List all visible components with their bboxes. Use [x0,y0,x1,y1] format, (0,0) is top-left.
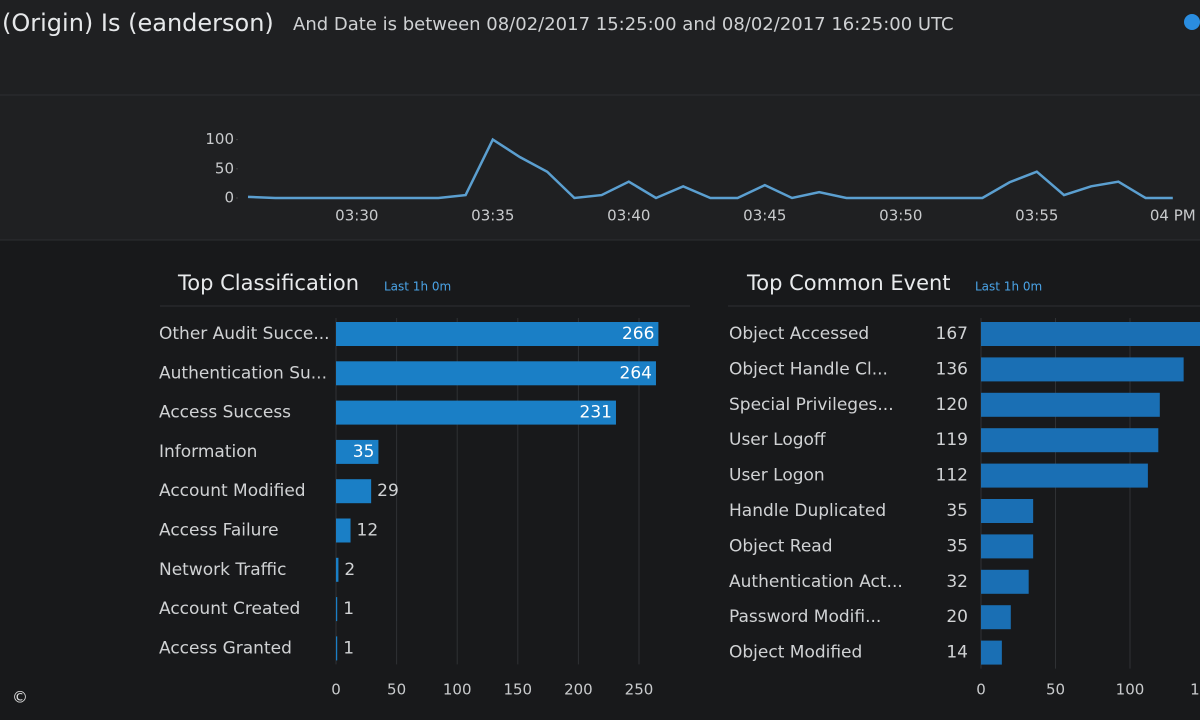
bar [981,322,1200,346]
bar [336,361,656,386]
value-label: 2 [344,560,355,580]
x-tick-label: 03:35 [471,207,514,225]
y-tick-label: 100 [205,130,234,148]
bar [981,569,1029,594]
value-label: 12 [357,521,379,541]
bar [981,463,1148,488]
header-panel [0,0,1200,240]
bar [336,518,351,543]
value-label: 266 [622,324,654,344]
category-label: Account Modified [159,481,306,501]
value-label: 1 [343,638,354,658]
value-label: 112 [936,466,968,486]
bar [336,400,616,425]
x-tick-label: 100 [1116,681,1145,699]
bar [981,534,1034,559]
x-tick-label: 200 [564,681,593,699]
bar [981,605,1011,630]
chart-title: Top Classification [177,271,359,295]
category-label: Object Modified [729,643,862,663]
range-text: And Date is between 08/02/2017 15:25:00 … [293,14,954,35]
status-indicator[interactable] [1184,14,1200,30]
bar [336,636,338,661]
chart-title: Top Common Event [746,271,951,295]
category-label: Network Traffic [159,560,286,580]
value-label: 264 [620,363,652,383]
y-tick-label: 50 [215,159,234,177]
value-label: 1 [343,599,354,619]
x-tick-label: 0 [331,681,341,699]
x-tick-label: 50 [387,681,406,699]
bar [336,322,659,346]
value-label: 29 [377,481,399,501]
x-tick-label: 50 [1046,681,1065,699]
value-label: 14 [946,643,968,663]
bar [336,479,372,504]
data-line [247,137,1173,200]
bar [336,557,339,582]
bar [336,439,379,464]
category-label: Account Created [159,599,300,619]
y-tick-label: 0 [224,189,234,207]
category-label: Password Modifi... [729,607,881,627]
bar [981,640,1002,665]
x-tick-label: 150 [503,681,532,699]
x-tick-label: 250 [625,681,654,699]
category-label: Information [159,442,257,462]
bar [981,428,1159,453]
category-label: Authentication Act... [729,572,903,592]
x-tick-label: 03:30 [335,207,378,225]
x-tick-label: 03:40 [607,207,650,225]
x-tick-label: 0 [976,681,986,699]
category-label: Authentication Su... [159,363,327,383]
x-tick-label: 04 PM [1150,207,1196,225]
x-tick-label: 150 [1190,681,1200,699]
category-label: Object Read [729,536,833,556]
category-label: Access Failure [159,521,279,541]
category-label: Special Privileges... [729,395,894,415]
chart-subtitle: Last 1h 0m [975,280,1042,294]
value-label: 120 [936,395,968,415]
bar [981,499,1034,523]
bar [981,392,1160,417]
filter-text: (Origin) Is (eanderson) [2,9,274,37]
value-label: 35 [353,442,375,462]
x-tick-label: 03:55 [1015,207,1058,225]
value-label: 231 [580,403,612,423]
bar [981,357,1184,382]
bar [336,597,338,622]
category-label: Other Audit Succe... [159,324,330,344]
category-label: User Logoff [729,430,827,450]
category-label: Handle Duplicated [729,501,886,521]
value-label: 35 [946,501,968,521]
value-label: 20 [946,607,968,627]
category-label: User Logon [729,466,825,486]
value-label: 167 [936,324,968,344]
value-label: 32 [946,572,968,592]
value-label: 119 [936,430,968,450]
x-tick-label: 100 [443,681,472,699]
category-label: Object Accessed [729,324,869,344]
chart-subtitle: Last 1h 0m [384,280,451,294]
category-label: Access Success [159,403,291,423]
x-tick-label: 03:50 [879,207,922,225]
x-tick-label: 03:45 [743,207,786,225]
copyright: © [12,688,28,707]
category-label: Access Granted [159,638,292,658]
value-label: 35 [946,536,968,556]
value-label: 136 [936,359,968,379]
category-label: Object Handle Cl... [729,359,888,379]
